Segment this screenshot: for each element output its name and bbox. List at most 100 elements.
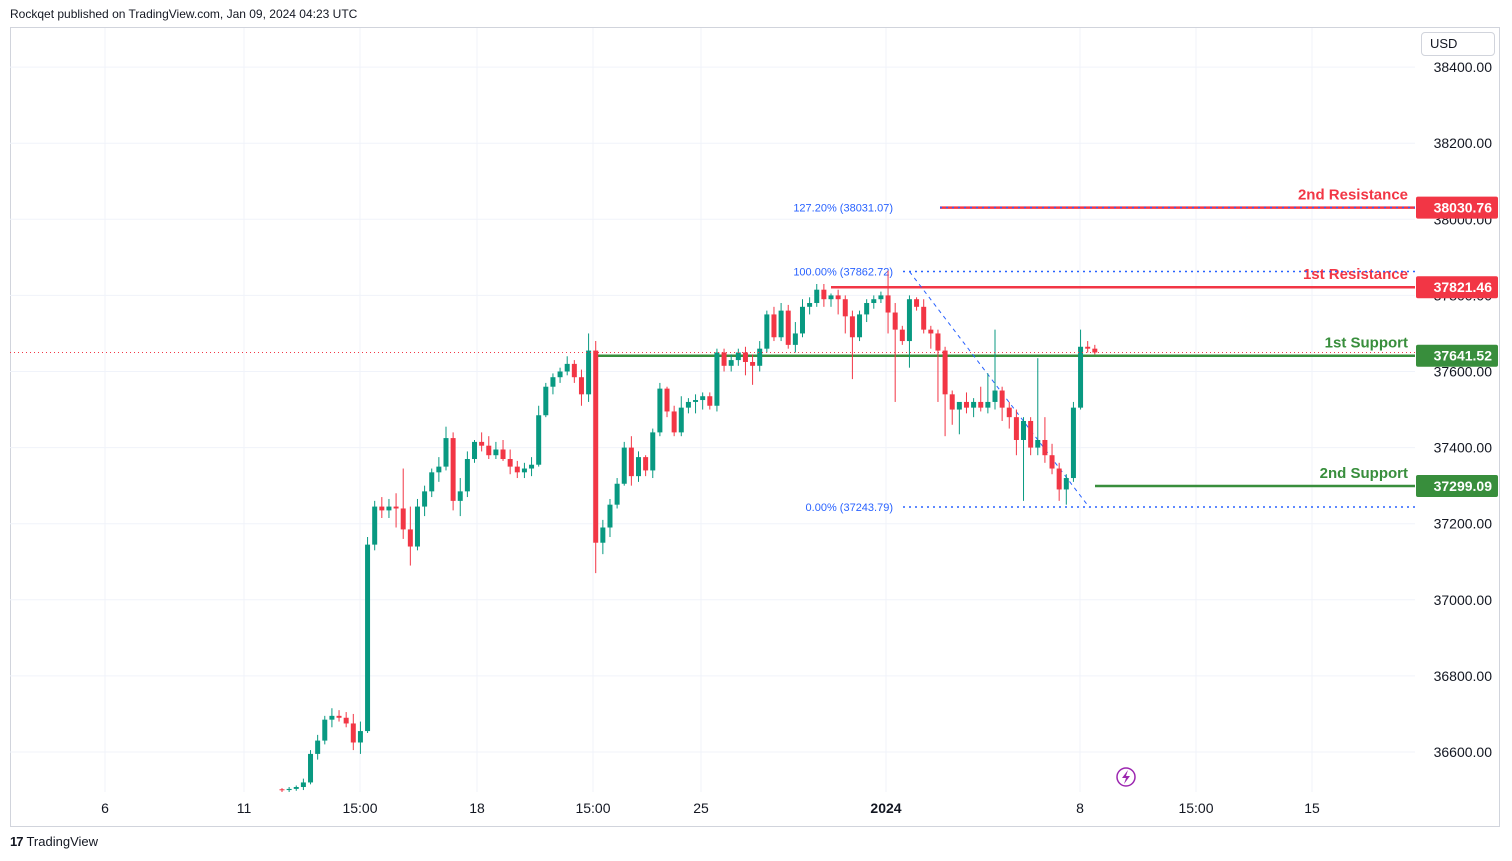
candle (707, 392, 713, 410)
candle (978, 386, 984, 412)
candle (514, 460, 520, 479)
candle-body (963, 401, 969, 408)
candle-body (621, 447, 627, 484)
level-name-label: 1st Support (1325, 335, 1408, 352)
candle (593, 341, 599, 574)
candle (457, 478, 463, 517)
candle-body (379, 506, 385, 511)
candle-body (286, 788, 292, 791)
candle (343, 712, 349, 728)
candle (322, 715, 328, 745)
candle-body (757, 348, 763, 366)
candle-body (636, 457, 641, 477)
candle-body (857, 314, 863, 338)
candle-body (1063, 478, 1069, 490)
candle-body (564, 363, 570, 372)
candle-body (878, 295, 884, 300)
candle-body (550, 377, 556, 387)
candle (678, 396, 684, 437)
level-price-tag (1416, 276, 1498, 299)
candle (914, 297, 920, 311)
candle (450, 432, 456, 511)
candle (1078, 329, 1084, 410)
candle (764, 310, 770, 353)
candle-body (671, 411, 677, 433)
candle (771, 306, 777, 342)
candle (814, 283, 820, 307)
candle-body (864, 303, 870, 315)
candle (564, 356, 570, 376)
candle (878, 291, 884, 304)
candle (308, 750, 314, 785)
candle (300, 778, 306, 791)
candle (486, 436, 492, 460)
candle-body (357, 731, 363, 743)
candle (571, 360, 577, 383)
candle (778, 303, 784, 342)
candle-body (628, 447, 634, 477)
candle-body (436, 466, 442, 473)
candle-body (308, 753, 314, 783)
candle (479, 432, 485, 452)
x-tick-label: 18 (469, 800, 485, 816)
candle-body (614, 483, 620, 505)
chart-frame[interactable] (10, 27, 1500, 827)
candle (365, 537, 371, 733)
candle-body (514, 466, 520, 473)
candle (721, 348, 727, 372)
candle-body (785, 310, 791, 345)
candle-body (372, 506, 378, 545)
tradingview-logo[interactable]: 17 TradingView (10, 834, 98, 849)
candle-body (799, 306, 805, 334)
candle-body (871, 299, 877, 304)
currency-selector[interactable]: USD (1421, 32, 1495, 56)
candle-body (643, 457, 649, 471)
candle-body (1070, 407, 1076, 479)
candle-body (1078, 346, 1084, 408)
candle (407, 506, 413, 566)
candle (671, 405, 677, 437)
candle-body (464, 459, 470, 492)
x-tick-label: 2024 (870, 800, 901, 816)
fib-trend-line (909, 271, 1090, 508)
candle-body (543, 386, 549, 416)
candle-body (693, 400, 699, 402)
candle (400, 468, 406, 539)
fib-level-label: 127.20% (38031.07) (793, 202, 893, 214)
level-price-label: 37299.09 (1434, 478, 1493, 494)
y-tick-label: 38200.00 (1434, 135, 1493, 151)
candle (742, 346, 748, 376)
candle (586, 333, 592, 402)
candle (942, 346, 948, 437)
attribution-text: Rockqet published on TradingView.com, Ja… (10, 7, 358, 21)
candle (521, 462, 527, 479)
x-tick-label: 15:00 (575, 800, 610, 816)
candle (350, 713, 356, 751)
candle (1035, 358, 1041, 456)
candle-body (578, 377, 584, 395)
axis-layer: 36600.00 36800.00 37000.00 37200.00 37400.00… (101, 59, 1498, 816)
level-name-label: 1st Resistance (1303, 266, 1408, 283)
candle-body (450, 438, 456, 501)
fib-level-label: 100.00% (37862.72) (793, 267, 893, 279)
candle (864, 299, 870, 323)
candle-body (885, 295, 891, 313)
candle (315, 734, 321, 760)
candle (386, 498, 392, 518)
candle-body (529, 464, 535, 469)
candle-body (685, 401, 691, 408)
candle-body (807, 303, 813, 307)
level-price-tag (1416, 344, 1498, 367)
candle-body (949, 394, 955, 410)
fib-level-label: 0.00% (37243.79) (806, 502, 893, 514)
candle-body (279, 789, 285, 791)
lightning-icon[interactable] (1116, 767, 1136, 787)
candle-body (329, 715, 335, 720)
candle-body (728, 360, 734, 366)
candle (956, 401, 962, 435)
candle-body (764, 314, 770, 349)
candle (493, 441, 499, 460)
candle (714, 348, 720, 412)
y-tick-label: 38400.00 (1434, 59, 1493, 75)
